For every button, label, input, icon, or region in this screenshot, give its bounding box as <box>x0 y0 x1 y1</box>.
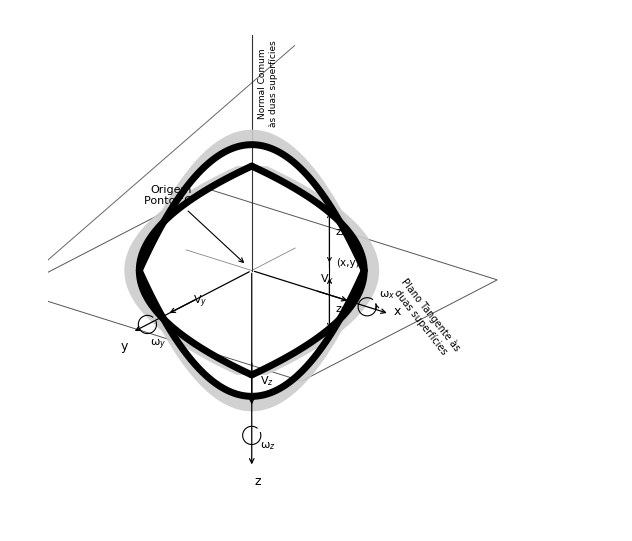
Text: V$_z$: V$_z$ <box>260 374 274 388</box>
Text: V$_x$: V$_x$ <box>320 273 334 286</box>
Text: (x,y): (x,y) <box>336 258 360 268</box>
Text: ω$_x$: ω$_x$ <box>379 289 395 301</box>
Text: z: z <box>255 476 261 489</box>
Text: V$_y$: V$_y$ <box>193 294 207 311</box>
Polygon shape <box>139 130 364 270</box>
Text: Plano Tangente às
duas superfícies: Plano Tangente às duas superfícies <box>389 276 462 361</box>
Text: z₁: z₁ <box>336 304 346 314</box>
Text: Origem
Ponto "O": Origem Ponto "O" <box>144 184 243 262</box>
Text: Normal Comum
às duas superfícies: Normal Comum às duas superfícies <box>258 40 277 127</box>
Polygon shape <box>125 166 252 375</box>
Text: ω$_y$: ω$_y$ <box>150 338 166 352</box>
Polygon shape <box>139 270 364 411</box>
Text: z₂: z₂ <box>336 227 346 237</box>
Text: y: y <box>121 340 128 353</box>
Text: x: x <box>394 305 401 318</box>
Polygon shape <box>252 166 379 375</box>
Text: ω$_z$: ω$_z$ <box>260 440 276 452</box>
